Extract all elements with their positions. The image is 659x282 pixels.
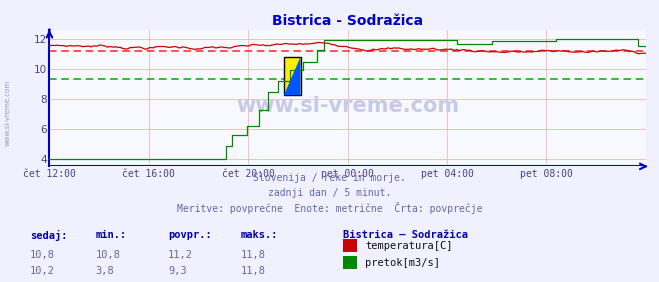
Text: 3,8: 3,8 [96,266,114,276]
Text: 11,8: 11,8 [241,250,266,259]
Text: 10,8: 10,8 [96,250,121,259]
Text: Bistrica – Sodražica: Bistrica – Sodražica [343,230,468,240]
Text: www.si-vreme.com: www.si-vreme.com [236,96,459,116]
Text: sedaj:: sedaj: [30,230,67,241]
Text: Meritve: povprečne  Enote: metrične  Črta: povprečje: Meritve: povprečne Enote: metrične Črta:… [177,202,482,214]
Text: 11,2: 11,2 [168,250,193,259]
Text: Slovenija / reke in morje.: Slovenija / reke in morje. [253,173,406,183]
Title: Bistrica - Sodražica: Bistrica - Sodražica [272,14,423,28]
Text: maks.:: maks.: [241,230,278,240]
Text: 10,2: 10,2 [30,266,55,276]
Text: min.:: min.: [96,230,127,240]
Text: pretok[m3/s]: pretok[m3/s] [365,258,440,268]
Text: 9,3: 9,3 [168,266,186,276]
Text: www.si-vreme.com: www.si-vreme.com [5,80,11,146]
Text: povpr.:: povpr.: [168,230,212,240]
FancyBboxPatch shape [284,57,301,95]
Polygon shape [284,57,301,95]
Text: 10,8: 10,8 [30,250,55,259]
Text: temperatura[C]: temperatura[C] [365,241,453,251]
Text: 11,8: 11,8 [241,266,266,276]
Text: zadnji dan / 5 minut.: zadnji dan / 5 minut. [268,188,391,197]
